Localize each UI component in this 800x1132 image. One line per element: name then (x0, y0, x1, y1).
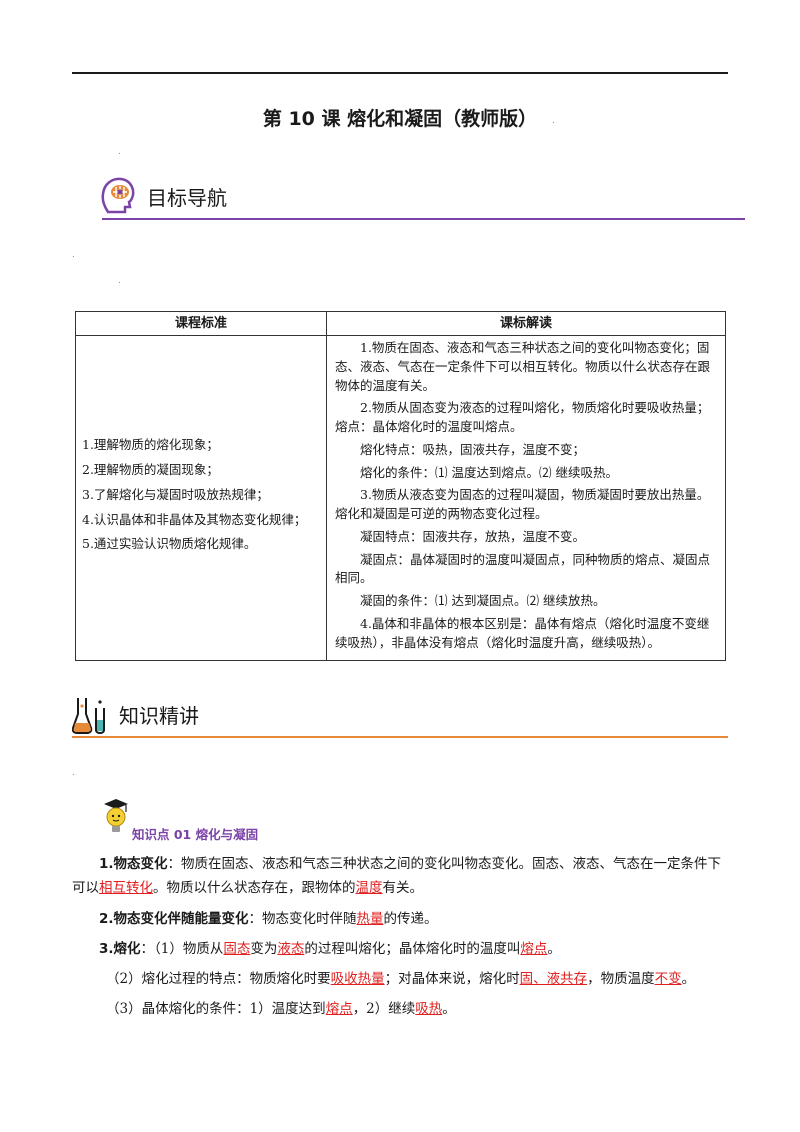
paragraph: （3）晶体熔化的条件：1）温度达到熔点，2）继续吸热。 (106, 1001, 456, 1018)
paragraph-mark: . (118, 276, 121, 286)
interpretation-paragraph: 3.物质从液态变为固态的过程叫凝固，物质凝固时要放出热量。熔化和凝固是可逆的两物… (335, 487, 710, 521)
paragraph: 3.熔化：（1）物质从固态变为液态的过程叫熔化；晶体熔化时的温度叫熔点。 (99, 940, 561, 957)
answer-blank: 固、液共存 (519, 971, 588, 988)
answer-blank: 吸热 (415, 1001, 443, 1018)
list-item: 3.了解熔化与凝固时吸放热规律； (82, 486, 269, 502)
answer-blank: 相互转化 (99, 880, 153, 897)
interpretation-paragraph: 凝固特点：固液共存，放热，温度不变。 (360, 528, 586, 544)
answer-blank: 液态 (277, 940, 305, 957)
interpretation-cell: 1.物质在固态、液态和气态三种状态之间的变化叫物态变化；固态、液态、气态在一定条… (326, 334, 726, 662)
answer-blank: 温度 (355, 880, 383, 897)
column-header: 课程标准 (75, 311, 327, 336)
knowledge-content: 1.物态变化：物质在固态、液态和气态三种状态之间的变化叫物态变化。固态、液态、气… (72, 852, 732, 1028)
answer-blank: 不变 (654, 971, 682, 988)
answer-blank: 热量 (356, 910, 384, 927)
answer-blank: 吸收热量 (330, 971, 385, 988)
curriculum-table: 课程标准 课标解读 1.理解物质的熔化现象； 2.理解物质的凝固现象； 3.了解… (75, 311, 726, 662)
interpretation-paragraph: 凝固的条件：⑴ 达到凝固点。⑵ 继续放热。 (360, 593, 606, 608)
paragraph: 2.物态变化伴随能量变化：物态变化时伴随热量的传递。 (99, 910, 438, 927)
term: 2.物态变化伴随能量变化 (99, 910, 249, 927)
list-item: 1.理解物质的熔化现象； (82, 437, 219, 453)
section-title: 目标导航 (147, 186, 227, 210)
term: 3.熔化 (99, 940, 141, 957)
interpretation-paragraph: 4.晶体和非晶体的根本区别是：晶体有熔点（熔化时温度不变继续吸热），非晶体没有熔… (335, 615, 710, 650)
list-item: 5.通过实验认识物质熔化规律。 (82, 536, 257, 552)
column-header: 课标解读 (326, 311, 726, 336)
interpretation-paragraph: 1.物质在固态、液态和气态三种状态之间的变化叫物态变化；固态、液态、气态在一定条… (335, 340, 711, 393)
paragraph-mark: . (552, 116, 555, 126)
section-title: 知识精讲 (119, 704, 199, 728)
list-item: 2.理解物质的凝固现象； (82, 462, 219, 477)
table-row: 1.理解物质的熔化现象； 2.理解物质的凝固现象； 3.了解熔化与凝固时吸放热规… (75, 334, 726, 662)
term: 1.物态变化 (99, 856, 168, 872)
interpretation-paragraph: 熔化的条件：⑴ 温度达到熔点。⑵ 继续吸热。 (360, 464, 618, 480)
interpretation-paragraph: 凝固点：晶体凝固时的温度叫凝固点，同种物质的熔点、凝固点相同。 (335, 551, 711, 586)
list-item: 4.认识晶体和非晶体及其物态变化规律； (82, 511, 307, 527)
answer-blank: 固态 (223, 940, 251, 957)
knowledge-point-title: 知识点 01 熔化与凝固 (132, 827, 259, 842)
lightbulb-graduate-icon (104, 799, 128, 832)
answer-blank: 熔点 (520, 940, 548, 957)
brain-head-icon (101, 177, 135, 214)
paragraph-mark: . (72, 250, 75, 260)
interpretation-paragraph: 2.物质从固态变为液态的过程叫熔化，物质熔化时要吸收热量；熔点：晶体熔化时的温度… (335, 400, 710, 434)
standards-cell: 1.理解物质的熔化现象； 2.理解物质的凝固现象； 3.了解熔化与凝固时吸放热规… (75, 334, 327, 662)
table-header-row: 课程标准 课标解读 (75, 311, 726, 336)
paragraph: 1.物态变化：物质在固态、液态和气态三种状态之间的变化叫物态变化。固态、液态、气… (72, 856, 722, 897)
answer-blank: 熔点 (325, 1001, 353, 1018)
header-rule (72, 72, 728, 74)
paragraph: （2）熔化过程的特点：物质熔化时要吸收热量；对晶体来说，熔化时固、液共存，物质温… (106, 971, 696, 988)
paragraph-mark: . (72, 768, 75, 778)
lab-flask-icon (72, 698, 105, 734)
paragraph-mark: . (118, 147, 121, 157)
section-rule (72, 736, 728, 738)
section-rule (102, 218, 745, 220)
document-title: 第 10 课 熔化和凝固（教师版） (262, 108, 538, 130)
interpretation-paragraph: 熔化特点：吸热，固液共存，温度不变； (360, 441, 586, 457)
